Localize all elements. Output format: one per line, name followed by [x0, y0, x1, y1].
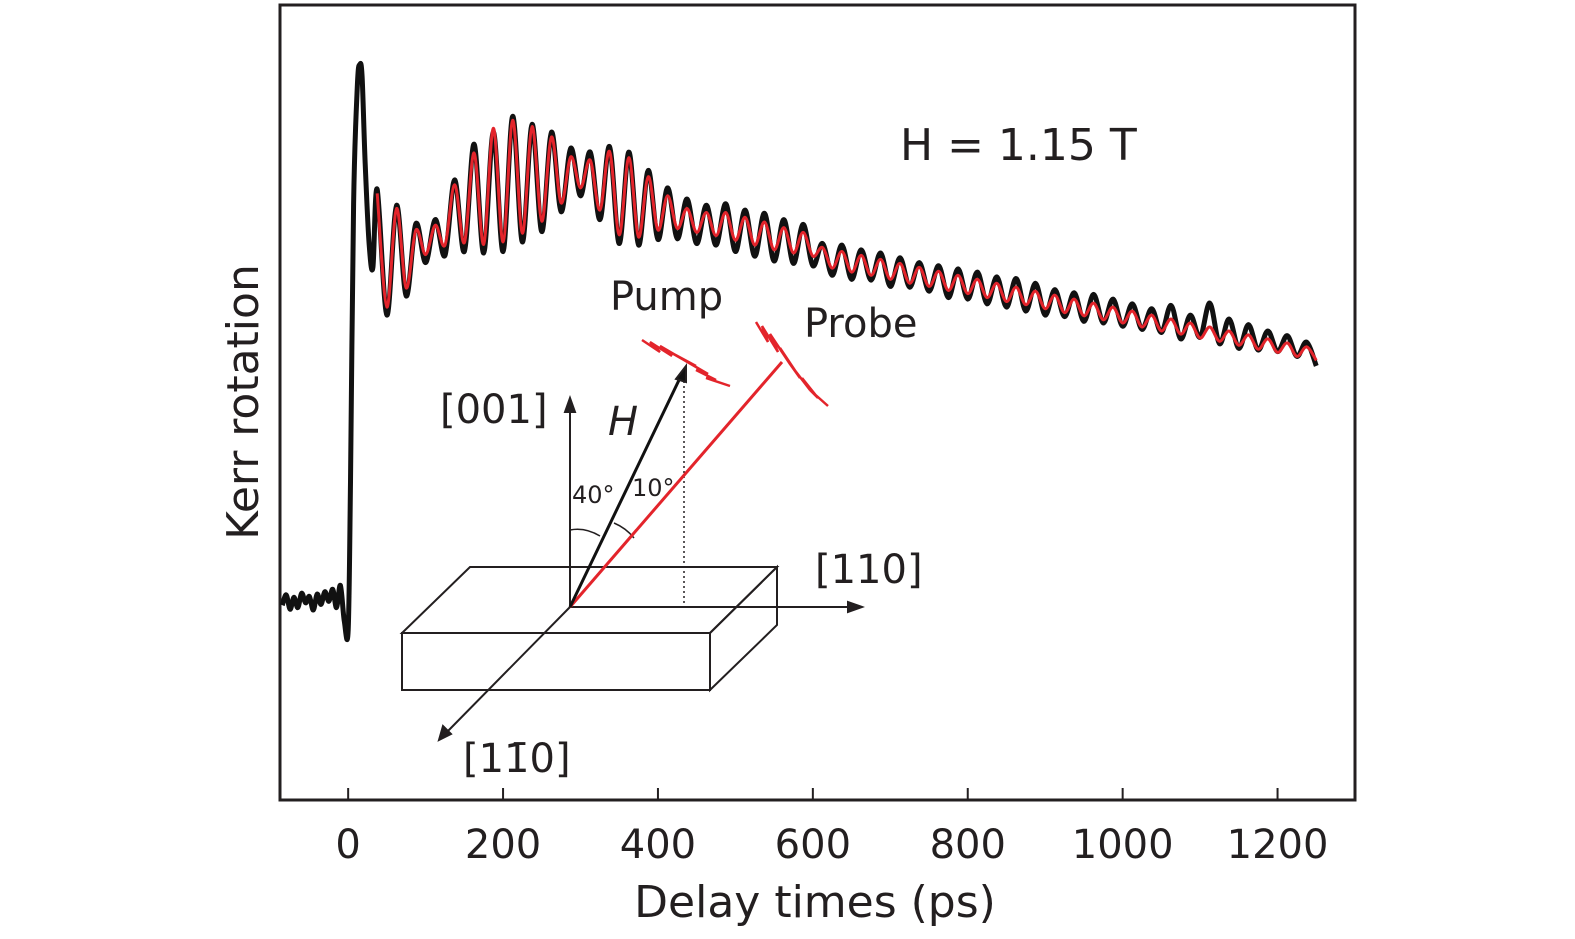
- x-tick-label: 600: [775, 822, 851, 868]
- angle-40-arc: [569, 528, 601, 537]
- x-tick-label: 400: [620, 822, 696, 868]
- label-angle-40: 40°: [572, 481, 615, 509]
- plot-frame: [278, 3, 1357, 802]
- pump-pulse: [641, 338, 731, 388]
- fit-series-line: [375, 118, 1318, 362]
- arrowhead-110: [847, 600, 865, 614]
- label-field-H: H: [608, 399, 638, 445]
- measured-series-line: [279, 60, 1319, 642]
- y-axis-label: Kerr rotation: [218, 264, 269, 540]
- inset-schematic: [399, 321, 865, 742]
- x-tick-label: 1000: [1072, 822, 1174, 868]
- x-tick-label: 0: [335, 822, 360, 868]
- arrowhead-001: [563, 395, 577, 413]
- x-tick-label: 1200: [1227, 822, 1329, 868]
- sample-front-face: [401, 632, 711, 691]
- label-110: [110]: [815, 547, 923, 593]
- probe-pulse: [754, 321, 829, 407]
- series-layer: [279, 60, 1319, 642]
- sample-side-face: [709, 564, 778, 693]
- x-axis-label: Delay times (ps): [634, 877, 996, 928]
- axis-1bar10-arrow: [445, 606, 571, 734]
- label-pump: Pump: [610, 274, 723, 320]
- x-tick-label: 800: [930, 822, 1006, 868]
- label-1bar10: [11̄0]: [463, 736, 571, 782]
- arrowhead-1bar10: [437, 724, 453, 742]
- x-tick-label: 200: [465, 822, 541, 868]
- x-ticks: 0 200 400 600 800 1000 1200: [335, 788, 1328, 868]
- label-probe: Probe: [804, 301, 917, 347]
- field-annotation: H = 1.15 T: [900, 120, 1137, 171]
- label-001: [001]: [440, 387, 548, 433]
- arrowhead-H: [674, 363, 687, 384]
- label-angle-10: 10°: [632, 474, 675, 502]
- probe-beam: [568, 361, 784, 608]
- field-H-arrow: [568, 377, 682, 608]
